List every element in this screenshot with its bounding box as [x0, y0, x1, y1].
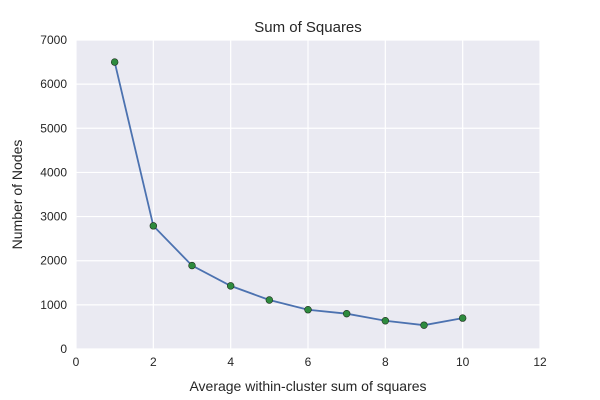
- y-tick-label: 0: [60, 342, 67, 356]
- y-tick-label: 7000: [40, 33, 67, 47]
- x-tick-label: 6: [305, 355, 312, 369]
- data-point: [381, 317, 390, 325]
- y-tick-label: 5000: [40, 121, 67, 135]
- chart-title: Sum of Squares: [254, 19, 362, 36]
- data-point: [304, 306, 312, 314]
- x-tick-label: 12: [533, 355, 547, 369]
- x-tick-label: 0: [73, 355, 80, 369]
- series-line: [113, 61, 463, 327]
- data-point: [110, 58, 119, 66]
- x-tick-labels: 0 2 4 6 8 10 12: [73, 355, 547, 369]
- x-axis-label: Average within-cluster sum of squares: [189, 378, 426, 394]
- data-point: [265, 296, 274, 304]
- x-tick-label: 10: [456, 355, 470, 369]
- y-tick-label: 1000: [40, 298, 67, 312]
- data-point: [226, 282, 235, 290]
- data-point: [342, 309, 351, 318]
- data-point: [458, 314, 467, 322]
- y-axis-label: Number of Nodes: [9, 140, 25, 250]
- x-tick-label: 2: [150, 355, 157, 369]
- y-tick-label: 4000: [40, 165, 67, 179]
- data-point: [149, 222, 158, 230]
- grid: [75, 39, 541, 350]
- data-points: [110, 58, 467, 329]
- x-tick-label: 4: [227, 355, 234, 369]
- data-point: [420, 321, 428, 329]
- y-tick-labels: 0 1000 2000 3000 4000 5000 6000 7000: [40, 33, 67, 356]
- x-tick-label: 8: [382, 355, 389, 369]
- data-point: [188, 261, 196, 270]
- y-tick-label: 2000: [40, 254, 67, 268]
- y-tick-label: 6000: [40, 77, 67, 91]
- y-tick-label: 3000: [40, 210, 67, 224]
